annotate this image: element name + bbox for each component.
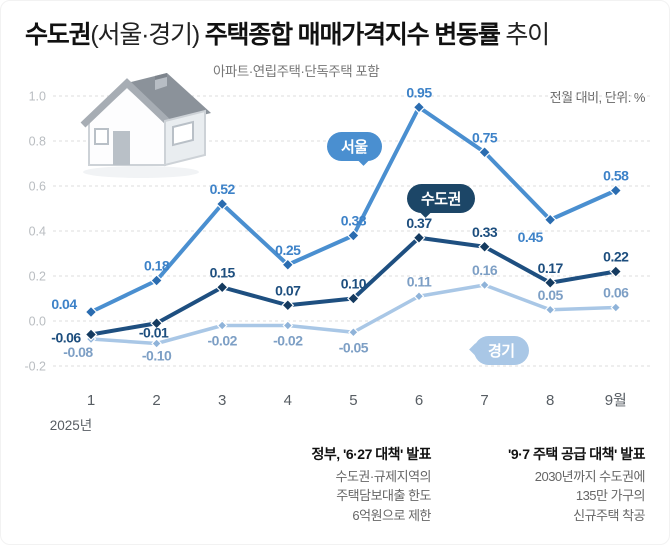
svg-text:-0.05: -0.05: [339, 339, 369, 355]
svg-text:0.17: 0.17: [538, 260, 564, 276]
svg-text:-0.01: -0.01: [139, 324, 169, 340]
svg-text:-0.08: -0.08: [63, 344, 93, 360]
svg-text:0.05: 0.05: [538, 287, 564, 303]
svg-text:0.58: 0.58: [603, 168, 629, 184]
svg-text:0.22: 0.22: [603, 249, 629, 265]
svg-text:7: 7: [480, 392, 488, 409]
series-badge-sudogwon: 수도권: [407, 184, 475, 213]
annotation-title: '9·7 주택 공급 대책' 발표: [508, 446, 646, 462]
svg-text:6: 6: [415, 392, 423, 409]
svg-text:3: 3: [218, 392, 226, 409]
svg-text:0.0: 0.0: [29, 315, 46, 329]
annotation-627-policy: 정부, '6·27 대책' 발표 수도권·규제지역의 주택담보대출 한도 6억원…: [311, 445, 431, 525]
svg-text:5: 5: [349, 392, 357, 409]
svg-text:0.6: 0.6: [29, 180, 46, 194]
svg-text:0.8: 0.8: [29, 135, 46, 149]
title-region-detail: (서울·경기): [90, 21, 205, 49]
svg-text:9월: 9월: [605, 392, 627, 409]
svg-text:0.95: 0.95: [406, 84, 432, 100]
svg-text:-0.2: -0.2: [24, 360, 46, 374]
series-badge-gyeonggi: 경기: [474, 336, 529, 365]
annotation-line: 6억원으로 제한: [352, 507, 431, 523]
chart-subtitle: 아파트·연립주택·단독주택 포함: [213, 64, 380, 79]
svg-text:0.18: 0.18: [144, 258, 170, 274]
title-main: 주택종합 매매가격지수 변동률: [204, 21, 501, 49]
svg-text:2: 2: [152, 392, 160, 409]
chart-title: 수도권(서울·경기) 주택종합 매매가격지수 변동률 추이: [25, 15, 550, 51]
svg-text:0.45: 0.45: [518, 229, 544, 245]
title-suffix: 추이: [499, 21, 550, 49]
svg-text:1.0: 1.0: [29, 90, 46, 104]
annotation-line: 135만 가구의: [575, 488, 646, 503]
svg-text:8: 8: [546, 392, 554, 409]
house-icon: [80, 73, 211, 178]
svg-text:0.16: 0.16: [472, 262, 498, 278]
svg-text:0.75: 0.75: [472, 129, 498, 145]
annotation-line: 2030년까지 수도권에: [534, 468, 646, 484]
svg-text:0.38: 0.38: [341, 213, 367, 229]
svg-text:-0.02: -0.02: [273, 333, 303, 349]
series-badge-seoul: 서울: [327, 132, 382, 161]
svg-text:0.07: 0.07: [275, 282, 301, 298]
annotation-title: 정부, '6·27 대책' 발표: [311, 446, 431, 462]
svg-text:0.06: 0.06: [603, 285, 629, 301]
svg-text:0.33: 0.33: [472, 224, 498, 240]
svg-text:2025년: 2025년: [50, 418, 92, 433]
svg-text:0.4: 0.4: [29, 225, 46, 239]
svg-text:1: 1: [87, 392, 95, 409]
svg-text:4: 4: [284, 392, 292, 409]
svg-text:0.52: 0.52: [210, 181, 236, 197]
svg-text:-0.02: -0.02: [207, 333, 237, 349]
svg-text:0.25: 0.25: [275, 242, 301, 258]
svg-text:0.10: 0.10: [341, 276, 367, 292]
title-region: 수도권: [25, 21, 92, 49]
svg-text:-0.10: -0.10: [142, 348, 172, 364]
annotation-line: 주택담보대출 한도: [336, 488, 431, 503]
svg-text:0.2: 0.2: [29, 270, 46, 284]
annotation-97-policy: '9·7 주택 공급 대책' 발표 2030년까지 수도권에 135만 가구의 …: [508, 445, 646, 525]
svg-text:0.11: 0.11: [407, 273, 432, 289]
svg-text:0.04: 0.04: [51, 296, 77, 312]
annotation-line: 신규주택 착공: [573, 507, 645, 523]
svg-text:0.15: 0.15: [210, 264, 236, 280]
annotation-line: 수도권·규제지역의: [335, 468, 431, 484]
unit-note: 전월 대비, 단위: %: [549, 90, 646, 105]
svg-text:-0.06: -0.06: [51, 330, 81, 346]
svg-text:0.37: 0.37: [406, 215, 432, 231]
